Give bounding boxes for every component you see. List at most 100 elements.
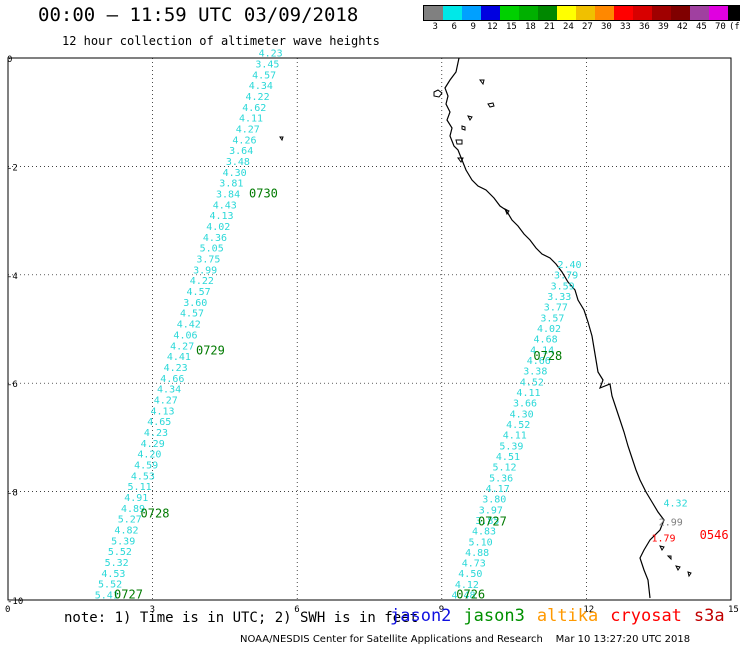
island: [666, 555, 672, 561]
legend-label: 27: [582, 22, 593, 32]
wave-height-value: 4.57: [187, 287, 211, 298]
wave-height-value: 4.02: [537, 324, 561, 335]
wave-height-value: 4.13: [150, 406, 174, 417]
wave-height-value: 4.23: [144, 428, 168, 439]
wave-height-value: 4.52: [506, 420, 530, 431]
wave-height-value: 4.11: [239, 114, 263, 125]
wave-height-value: 4.23: [259, 49, 283, 60]
wave-height-value: 4.12: [455, 580, 479, 591]
wave-height-value: 3.75: [196, 255, 220, 266]
satellite-jason3: jason3: [463, 606, 525, 626]
wave-height-value: 4.51: [496, 452, 520, 463]
y-tick-label: -2: [7, 163, 18, 173]
legend-swatch: [576, 6, 595, 20]
units-note: note: 1) Time is in UTC; 2) SWH is in fe…: [64, 610, 419, 626]
island: [279, 136, 284, 142]
wave-height-value: 4.34: [249, 81, 273, 92]
wave-height-value: 3.33: [547, 292, 571, 303]
wave-height-value: 3.66: [513, 399, 537, 410]
wave-height-value: 3.80: [482, 495, 506, 506]
wave-height-value: 1.79: [651, 534, 675, 545]
legend-label: 24: [563, 22, 574, 32]
coastline-main: [444, 57, 665, 599]
wave-height-value: 4.50: [458, 569, 482, 580]
wave-height-value: 4.27: [170, 341, 194, 352]
pass-time-label: 0729: [196, 344, 225, 358]
wave-height-value: 3.85: [475, 516, 499, 527]
y-tick-label: -6: [7, 380, 18, 390]
legend-swatch: [481, 6, 500, 20]
legend-label: 36: [639, 22, 650, 32]
wave-height-value: 4.43: [213, 200, 237, 211]
wave-height-value: 4.53: [101, 569, 125, 580]
wave-height-value: 5.32: [105, 558, 129, 569]
wave-height-value: 3.97: [479, 505, 503, 516]
wave-height-value: 4.29: [141, 439, 165, 450]
wave-height-value: 4.13: [209, 211, 233, 222]
wave-height-value: 4.17: [486, 484, 510, 495]
wave-height-observations: 4.233.454.574.344.224.624.114.274.263.64…: [95, 49, 688, 602]
legend-label: 15: [506, 22, 517, 32]
wave-height-value: 4.14: [530, 345, 554, 356]
legend-swatch: [424, 6, 443, 20]
wave-height-value: 4.22: [246, 92, 270, 103]
pass-time-label: 0727: [478, 514, 507, 528]
wave-height-value: 5.11: [128, 482, 152, 493]
x-tick-label: 12: [583, 605, 594, 615]
wave-height-value: 5.10: [469, 537, 493, 548]
legend-swatch: [652, 6, 671, 20]
pass-time-label: 0728: [141, 506, 170, 520]
wave-height-value: 5.27: [118, 515, 142, 526]
wave-height-value: 5.52: [108, 547, 132, 558]
x-tick-label: 3: [150, 605, 155, 615]
wave-height-value: 4.36: [203, 233, 227, 244]
wave-height-value: 4.52: [520, 377, 544, 388]
y-tick-label: 0: [7, 55, 12, 65]
pass-time-label: 0726: [456, 588, 485, 602]
map-subtitle: 12 hour collection of altimeter wave hei…: [62, 34, 380, 48]
wave-height-value: 4.32: [664, 498, 688, 509]
wave-height-value: 5.36: [489, 473, 513, 484]
island: [659, 545, 665, 551]
wave-height-value: 3.81: [219, 179, 243, 190]
satellite-cryosat: cryosat: [610, 606, 682, 626]
wave-height-value: 4.26: [232, 135, 256, 146]
coastline: [444, 57, 665, 599]
satellite-s3a: s3a: [693, 606, 725, 626]
wave-height-value: 3.38: [523, 367, 547, 378]
map-frame: [7, 57, 732, 601]
y-tick-label: -8: [7, 489, 18, 499]
wave-height-value: 4.30: [510, 409, 534, 420]
legend-swatch: [614, 6, 633, 20]
island: [675, 565, 681, 571]
x-tick-label: 9: [439, 605, 444, 615]
wave-height-value: 5.39: [111, 536, 135, 547]
wave-height-value: 4.02: [206, 222, 230, 233]
wave-height-value: 4.23: [164, 363, 188, 374]
wave-height-value: 4.62: [242, 103, 266, 114]
wave-height-value: 4.57: [252, 70, 276, 81]
wave-height-value: 4.34: [157, 385, 181, 396]
wave-height-value: 4.73: [462, 559, 486, 570]
wave-height-value: 4.11: [503, 431, 527, 442]
wave-height-value: 4.27: [154, 395, 178, 406]
legend-swatch: [728, 6, 740, 20]
legend-label: 33: [620, 22, 631, 32]
map-grid: [7, 57, 732, 601]
legend-label: 30: [601, 22, 612, 32]
islands: [279, 79, 692, 578]
wave-height-value: 3.60: [183, 298, 207, 309]
x-tick-label: 6: [294, 605, 299, 615]
pass-time-label: 0728: [533, 349, 562, 363]
legend-swatch: [709, 6, 728, 20]
wave-height-value: 4.20: [137, 450, 161, 461]
wave-height-value: 4.22: [190, 276, 214, 287]
legend-swatch: [633, 6, 652, 20]
legend-label: 6: [451, 22, 457, 32]
wave-height-value: 4.82: [114, 526, 138, 537]
island: [487, 102, 495, 108]
legend-swatch: [538, 6, 557, 20]
credit-line: NOAA/NESDIS Center for Satellite Applica…: [240, 634, 691, 645]
axis-tick-labels: 0 3 6 9 12 15 0 -2 -4 -6 -8 -10: [5, 55, 739, 615]
